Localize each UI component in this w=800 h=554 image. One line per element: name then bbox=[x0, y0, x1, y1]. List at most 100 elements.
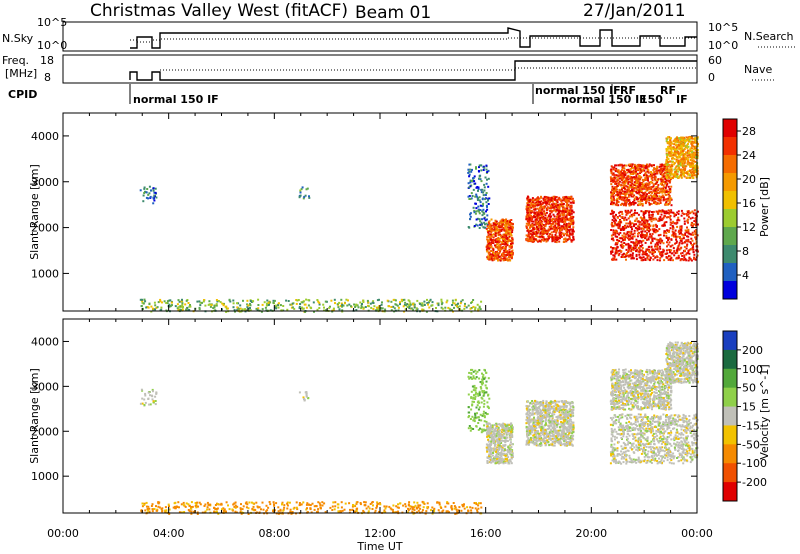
power-cell bbox=[652, 200, 655, 203]
power-cell bbox=[181, 308, 184, 311]
power-cell bbox=[611, 191, 614, 194]
power-cell bbox=[563, 238, 566, 241]
power-cell bbox=[478, 170, 480, 173]
velocity-cell bbox=[223, 508, 226, 511]
power-cell bbox=[667, 146, 670, 148]
power-cell bbox=[646, 220, 649, 223]
power-cell bbox=[630, 214, 633, 216]
power-colorbar-segment bbox=[723, 227, 737, 246]
power-cell bbox=[634, 183, 637, 185]
power-cell bbox=[154, 308, 157, 311]
power-cell bbox=[428, 300, 431, 302]
power-cell bbox=[685, 259, 688, 262]
power-cell bbox=[674, 138, 677, 141]
power-cell bbox=[483, 186, 486, 189]
power-cell bbox=[625, 185, 628, 188]
velocity-cell bbox=[396, 506, 399, 509]
power-cell bbox=[661, 179, 664, 182]
power-cell bbox=[177, 299, 180, 302]
power-cell bbox=[665, 221, 668, 224]
power-cell bbox=[616, 251, 619, 254]
power-cell bbox=[612, 168, 615, 171]
power-cell bbox=[642, 164, 645, 167]
power-cell bbox=[613, 247, 616, 250]
power-cell bbox=[561, 211, 564, 214]
power-cell bbox=[144, 191, 147, 193]
power-cell bbox=[655, 167, 657, 170]
power-cell bbox=[614, 177, 617, 180]
power-cell bbox=[652, 210, 655, 213]
velocity-cell bbox=[234, 510, 237, 513]
velocity-cell bbox=[147, 505, 150, 508]
power-cell bbox=[659, 216, 662, 218]
power-cell bbox=[652, 229, 655, 232]
velocity-cell bbox=[194, 504, 197, 507]
power-cell bbox=[618, 233, 620, 236]
power-cell bbox=[648, 188, 651, 191]
power-cell bbox=[533, 228, 536, 231]
power-cell bbox=[454, 299, 457, 302]
power-cell bbox=[395, 303, 398, 306]
power-cell bbox=[306, 187, 309, 190]
power-cell bbox=[686, 162, 689, 165]
power-cell bbox=[154, 187, 157, 190]
power-cell bbox=[548, 222, 551, 225]
power-cell bbox=[639, 221, 642, 224]
power-colorbar-tick-label: 24 bbox=[742, 149, 756, 162]
power-cell bbox=[653, 164, 655, 167]
power-cell bbox=[642, 210, 645, 213]
power-cell bbox=[639, 168, 642, 171]
power-cell bbox=[557, 212, 559, 215]
velocity-cell bbox=[446, 501, 449, 504]
power-cell bbox=[629, 255, 632, 258]
power-cell bbox=[656, 192, 658, 195]
power-cell bbox=[673, 157, 676, 160]
power-cell bbox=[546, 202, 548, 205]
power-cell bbox=[631, 185, 634, 188]
power-cell bbox=[612, 187, 615, 190]
power-cell bbox=[621, 226, 624, 229]
power-cell bbox=[556, 220, 559, 223]
power-cell bbox=[651, 233, 654, 235]
velocity-cell bbox=[388, 505, 391, 508]
power-cell bbox=[638, 188, 641, 191]
power-cell bbox=[565, 200, 568, 203]
power-cell bbox=[692, 154, 695, 157]
power-cell bbox=[692, 159, 695, 162]
power-cell bbox=[642, 197, 645, 200]
power-cell bbox=[546, 206, 549, 209]
power-cell bbox=[549, 220, 552, 223]
power-cell bbox=[653, 237, 656, 240]
power-cell bbox=[680, 209, 683, 212]
power-cell bbox=[481, 198, 484, 201]
power-cell bbox=[625, 179, 628, 181]
velocity-cell bbox=[154, 400, 157, 402]
power-cell bbox=[544, 212, 547, 215]
power-cell bbox=[511, 239, 514, 241]
power-cell bbox=[563, 228, 566, 231]
power-cell bbox=[611, 251, 614, 253]
power-cell bbox=[661, 182, 663, 184]
velocity-cell bbox=[408, 501, 411, 504]
power-cell bbox=[492, 236, 495, 239]
power-cell bbox=[683, 245, 686, 248]
power-cell bbox=[619, 163, 622, 166]
power-cell bbox=[632, 183, 635, 186]
power-cell bbox=[645, 235, 648, 238]
nsearch-line bbox=[130, 37, 697, 43]
power-cell bbox=[615, 174, 618, 177]
power-cell bbox=[159, 300, 162, 303]
nsky-line bbox=[130, 27, 697, 49]
power-cell bbox=[640, 191, 643, 194]
power-cell bbox=[198, 300, 201, 303]
power-cell bbox=[625, 198, 628, 201]
power-cell bbox=[557, 214, 560, 217]
power-cell bbox=[572, 211, 575, 214]
power-cell bbox=[558, 196, 561, 199]
power-cell bbox=[656, 247, 659, 250]
power-cell bbox=[682, 173, 685, 176]
power-cell bbox=[642, 236, 645, 238]
power-cell bbox=[617, 194, 620, 196]
power-cell bbox=[668, 255, 670, 258]
power-cell bbox=[695, 235, 698, 238]
